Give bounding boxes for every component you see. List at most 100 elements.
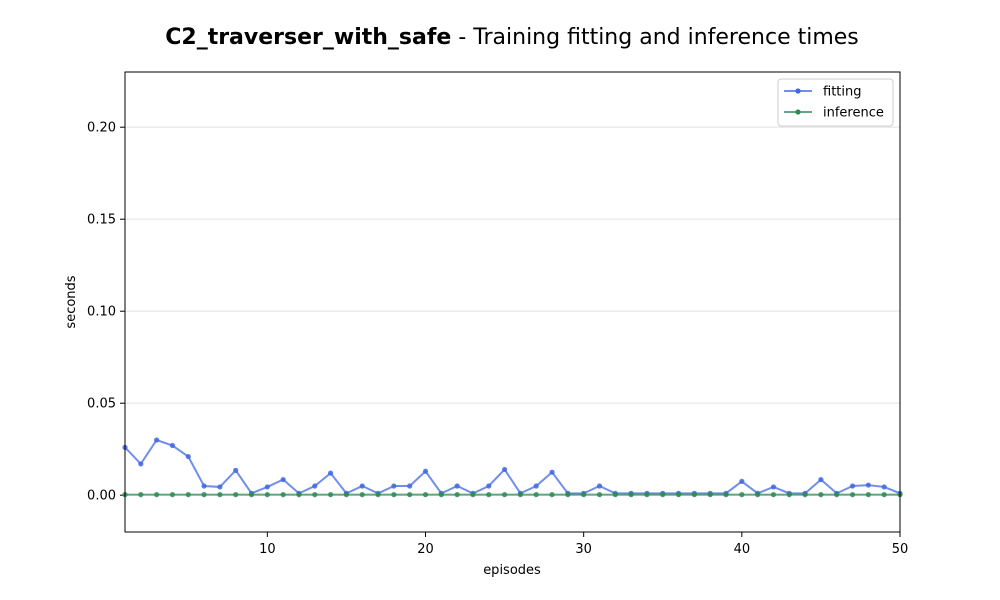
data-point-fitting	[328, 470, 334, 476]
data-point-fitting	[391, 483, 397, 489]
data-point-inference	[802, 492, 808, 498]
data-point-fitting	[407, 483, 413, 489]
data-point-inference	[138, 492, 144, 498]
data-point-inference	[169, 492, 176, 498]
data-point-fitting	[818, 476, 824, 483]
y-tick-label: 0.20	[87, 121, 116, 136]
legend: fitting inference	[777, 78, 894, 127]
data-point-inference	[517, 492, 524, 498]
data-point-fitting	[454, 483, 460, 489]
legend-marker-inference	[795, 109, 801, 115]
data-point-inference	[454, 492, 460, 498]
data-point-inference	[723, 492, 729, 498]
data-point-fitting	[154, 437, 160, 443]
data-point-fitting	[865, 482, 871, 488]
data-point-inference	[691, 492, 697, 498]
data-point-inference	[596, 492, 603, 498]
chart-title: C2_traverser_with_safe - Training fittin…	[165, 25, 859, 50]
y-axis-ticks: 0.00 0.05 0.10 0.15 0.20	[87, 121, 125, 504]
data-point-fitting	[533, 483, 539, 489]
data-point-inference	[581, 492, 587, 498]
data-point-inference	[343, 492, 350, 498]
chart-title-bold: C2_traverser_with_safe	[165, 25, 451, 50]
data-point-inference	[660, 492, 666, 498]
series-inference	[122, 492, 903, 498]
data-point-fitting	[233, 467, 239, 473]
y-tick-label: 0.10	[87, 305, 116, 320]
y-tick-label: 0.00	[87, 489, 116, 504]
data-point-inference	[818, 492, 824, 498]
data-point-fitting	[849, 483, 856, 489]
data-point-inference	[565, 492, 571, 498]
data-point-inference	[755, 492, 761, 498]
plot-frame	[124, 71, 901, 533]
data-point-fitting	[486, 483, 492, 489]
data-point-inference	[486, 492, 492, 498]
data-point-inference	[248, 492, 255, 498]
data-point-inference	[296, 492, 302, 498]
y-tick-label: 0.15	[87, 213, 116, 228]
series-fitting	[122, 437, 903, 496]
data-point-inference	[881, 492, 887, 498]
data-point-fitting	[501, 466, 508, 473]
data-point-fitting	[549, 469, 555, 475]
data-point-inference	[407, 492, 413, 498]
data-point-inference	[770, 492, 777, 498]
data-point-fitting	[596, 483, 603, 489]
data-point-inference	[644, 492, 650, 498]
data-point-inference	[470, 492, 476, 498]
x-tick-label: 30	[575, 542, 592, 557]
data-point-inference	[201, 492, 207, 498]
legend-marker-fitting	[795, 88, 801, 94]
data-point-inference	[312, 492, 318, 498]
data-point-inference	[739, 492, 745, 498]
data-point-inference	[280, 492, 286, 498]
x-axis-ticks: 10 20 30 40 50	[259, 532, 908, 557]
chart-title-rest: - Training fitting and inference times	[451, 25, 858, 50]
data-point-inference	[533, 492, 539, 498]
data-point-fitting	[739, 478, 745, 484]
data-point-fitting	[185, 453, 191, 460]
x-tick-label: 20	[417, 542, 434, 557]
data-point-fitting	[312, 483, 318, 489]
data-point-inference	[328, 492, 334, 498]
data-point-inference	[185, 492, 191, 498]
data-point-fitting	[138, 461, 144, 467]
data-point-fitting	[264, 484, 270, 490]
data-point-inference	[391, 492, 397, 498]
legend-label-fitting: fitting	[823, 85, 862, 100]
x-tick-label: 10	[259, 542, 276, 557]
data-point-inference	[264, 492, 270, 498]
data-point-inference	[612, 492, 618, 498]
data-point-inference	[422, 492, 429, 498]
gridlines	[125, 126, 900, 496]
data-point-fitting	[881, 484, 887, 490]
x-tick-label: 50	[892, 542, 909, 557]
data-point-inference	[375, 492, 381, 498]
data-point-inference	[834, 492, 840, 498]
data-point-inference	[786, 492, 792, 498]
data-point-inference	[849, 492, 856, 498]
data-point-inference	[628, 492, 634, 498]
legend-label-inference: inference	[823, 106, 884, 121]
data-point-inference	[359, 492, 365, 498]
data-point-inference	[501, 492, 508, 498]
data-point-fitting	[359, 483, 365, 489]
x-axis-label: episodes	[483, 563, 541, 578]
y-axis-label: seconds	[64, 275, 79, 328]
data-point-fitting	[770, 484, 777, 490]
data-point-fitting	[422, 468, 429, 474]
data-point-inference	[675, 492, 682, 498]
data-point-inference	[707, 492, 713, 498]
x-tick-label: 40	[734, 542, 751, 557]
data-point-inference	[217, 492, 223, 498]
series-line-fitting	[124, 438, 901, 495]
data-point-inference	[865, 492, 871, 498]
data-point-fitting	[217, 484, 223, 490]
data-point-fitting	[280, 476, 286, 483]
data-point-inference	[549, 492, 555, 498]
series-layer	[122, 437, 903, 498]
data-point-fitting	[169, 442, 176, 449]
data-point-inference	[233, 492, 239, 498]
